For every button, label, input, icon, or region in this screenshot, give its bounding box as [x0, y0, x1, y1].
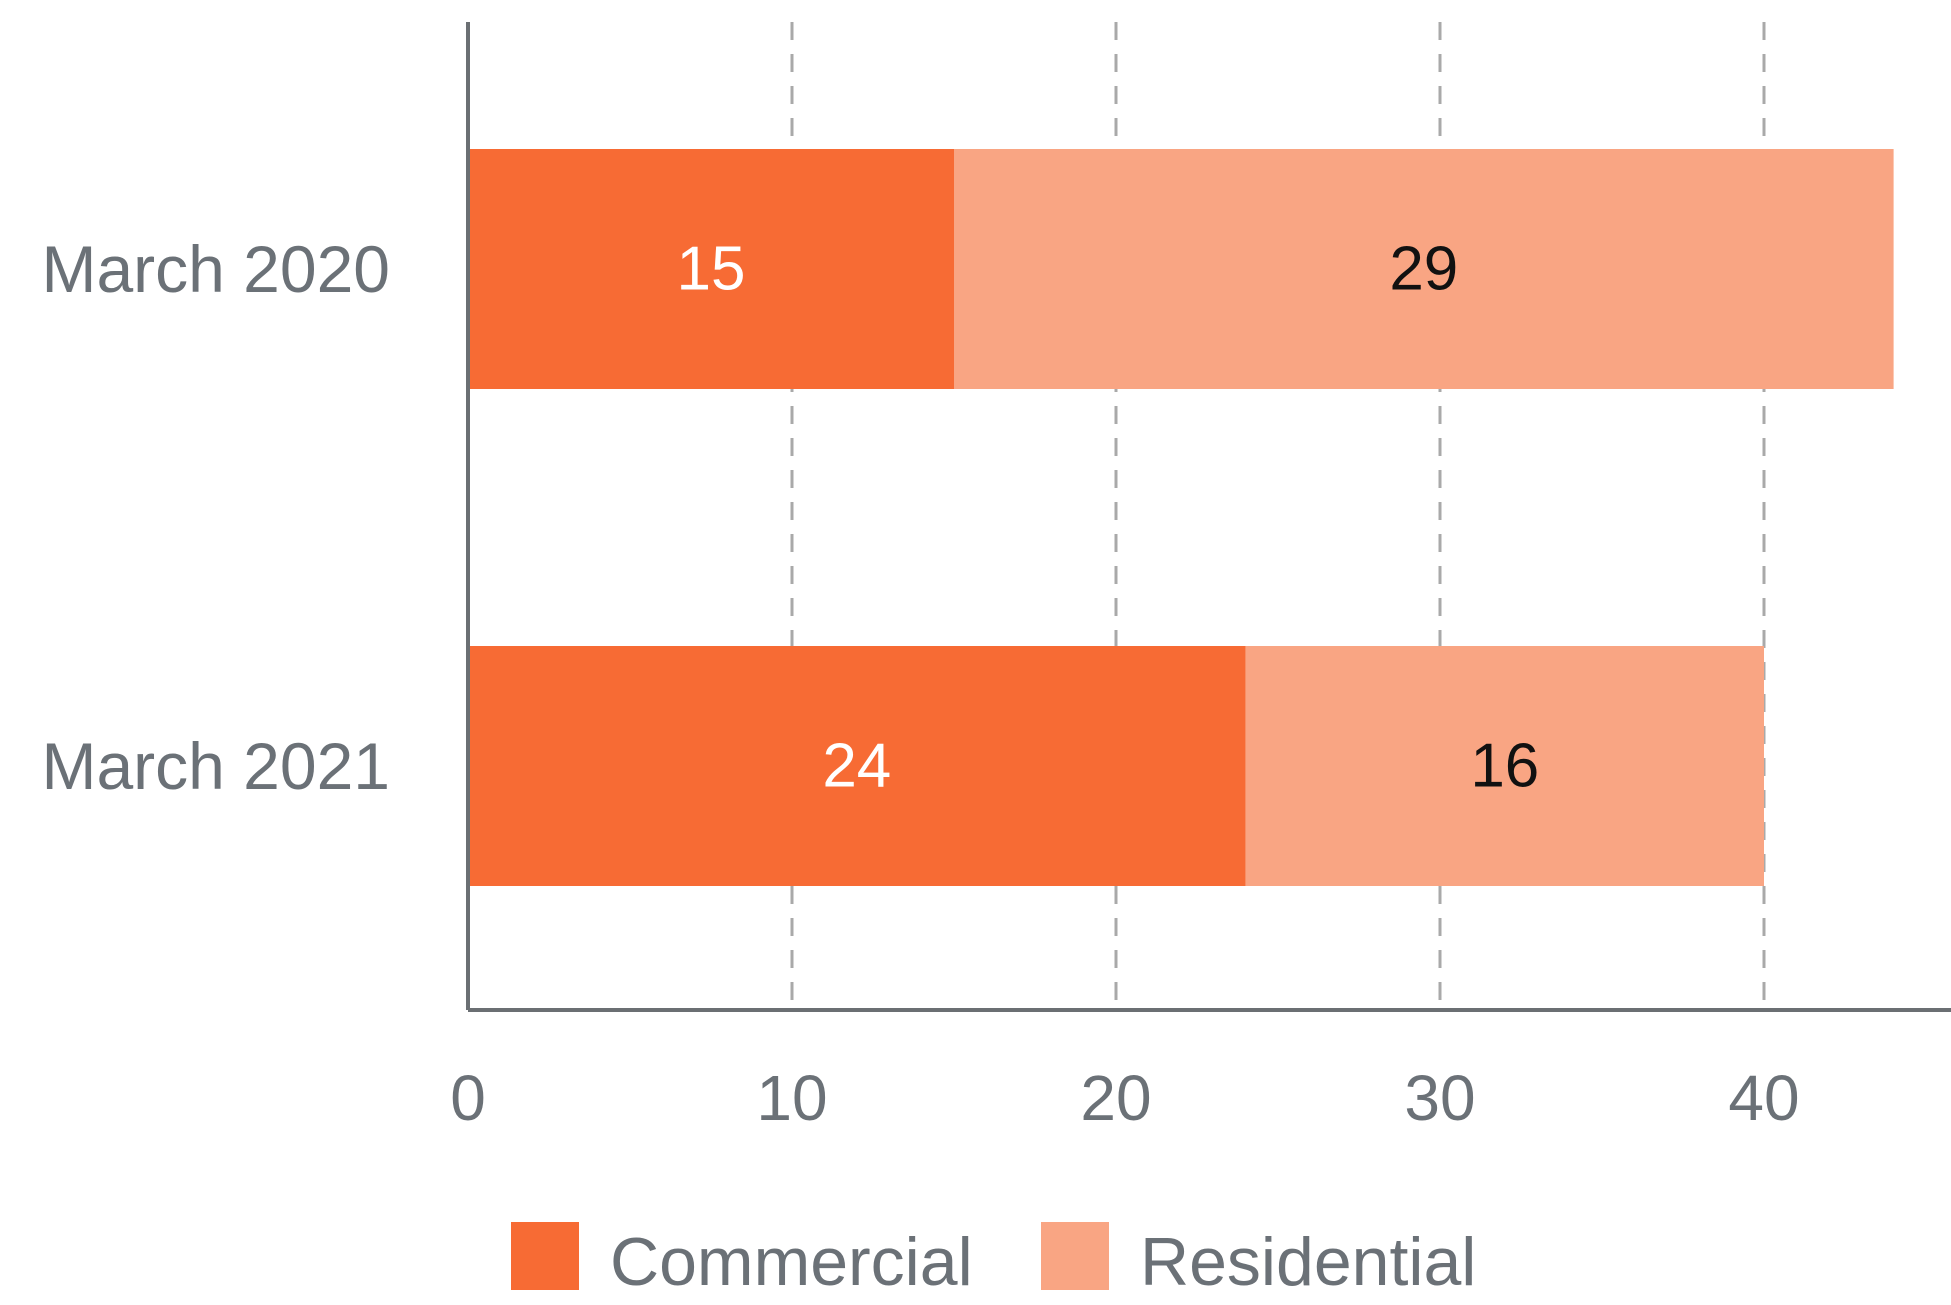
x-tick-label-40: 40	[1728, 1062, 1799, 1134]
data-label-residential-0: 29	[1389, 235, 1458, 304]
legend-swatch-commercial	[511, 1222, 579, 1290]
x-tick-label-30: 30	[1404, 1062, 1475, 1134]
category-label-1: March 2021	[41, 729, 390, 803]
bar-residential-1	[1245, 646, 1764, 886]
bars: 15 29 24 16	[468, 149, 1894, 886]
legend: Commercial Residential	[511, 1222, 1476, 1300]
x-tick-label-20: 20	[1080, 1062, 1151, 1134]
category-labels: March 2020 March 2021	[41, 232, 390, 803]
data-label-residential-1: 16	[1470, 732, 1539, 801]
legend-label-commercial: Commercial	[610, 1224, 973, 1300]
x-tick-label-10: 10	[756, 1062, 827, 1134]
category-label-0: March 2020	[41, 232, 390, 306]
data-label-commercial-0: 15	[677, 235, 746, 304]
legend-label-residential: Residential	[1140, 1224, 1476, 1300]
bar-residential-0	[954, 149, 1894, 389]
data-label-commercial-1: 24	[822, 732, 891, 801]
x-tick-labels: 0 10 20 30 40	[450, 1062, 1799, 1134]
legend-swatch-residential	[1041, 1222, 1109, 1290]
axes	[466, 22, 1951, 1012]
bar-commercial-1	[468, 646, 1246, 886]
x-tick-label-0: 0	[450, 1062, 486, 1134]
bar-commercial-0	[468, 149, 954, 389]
